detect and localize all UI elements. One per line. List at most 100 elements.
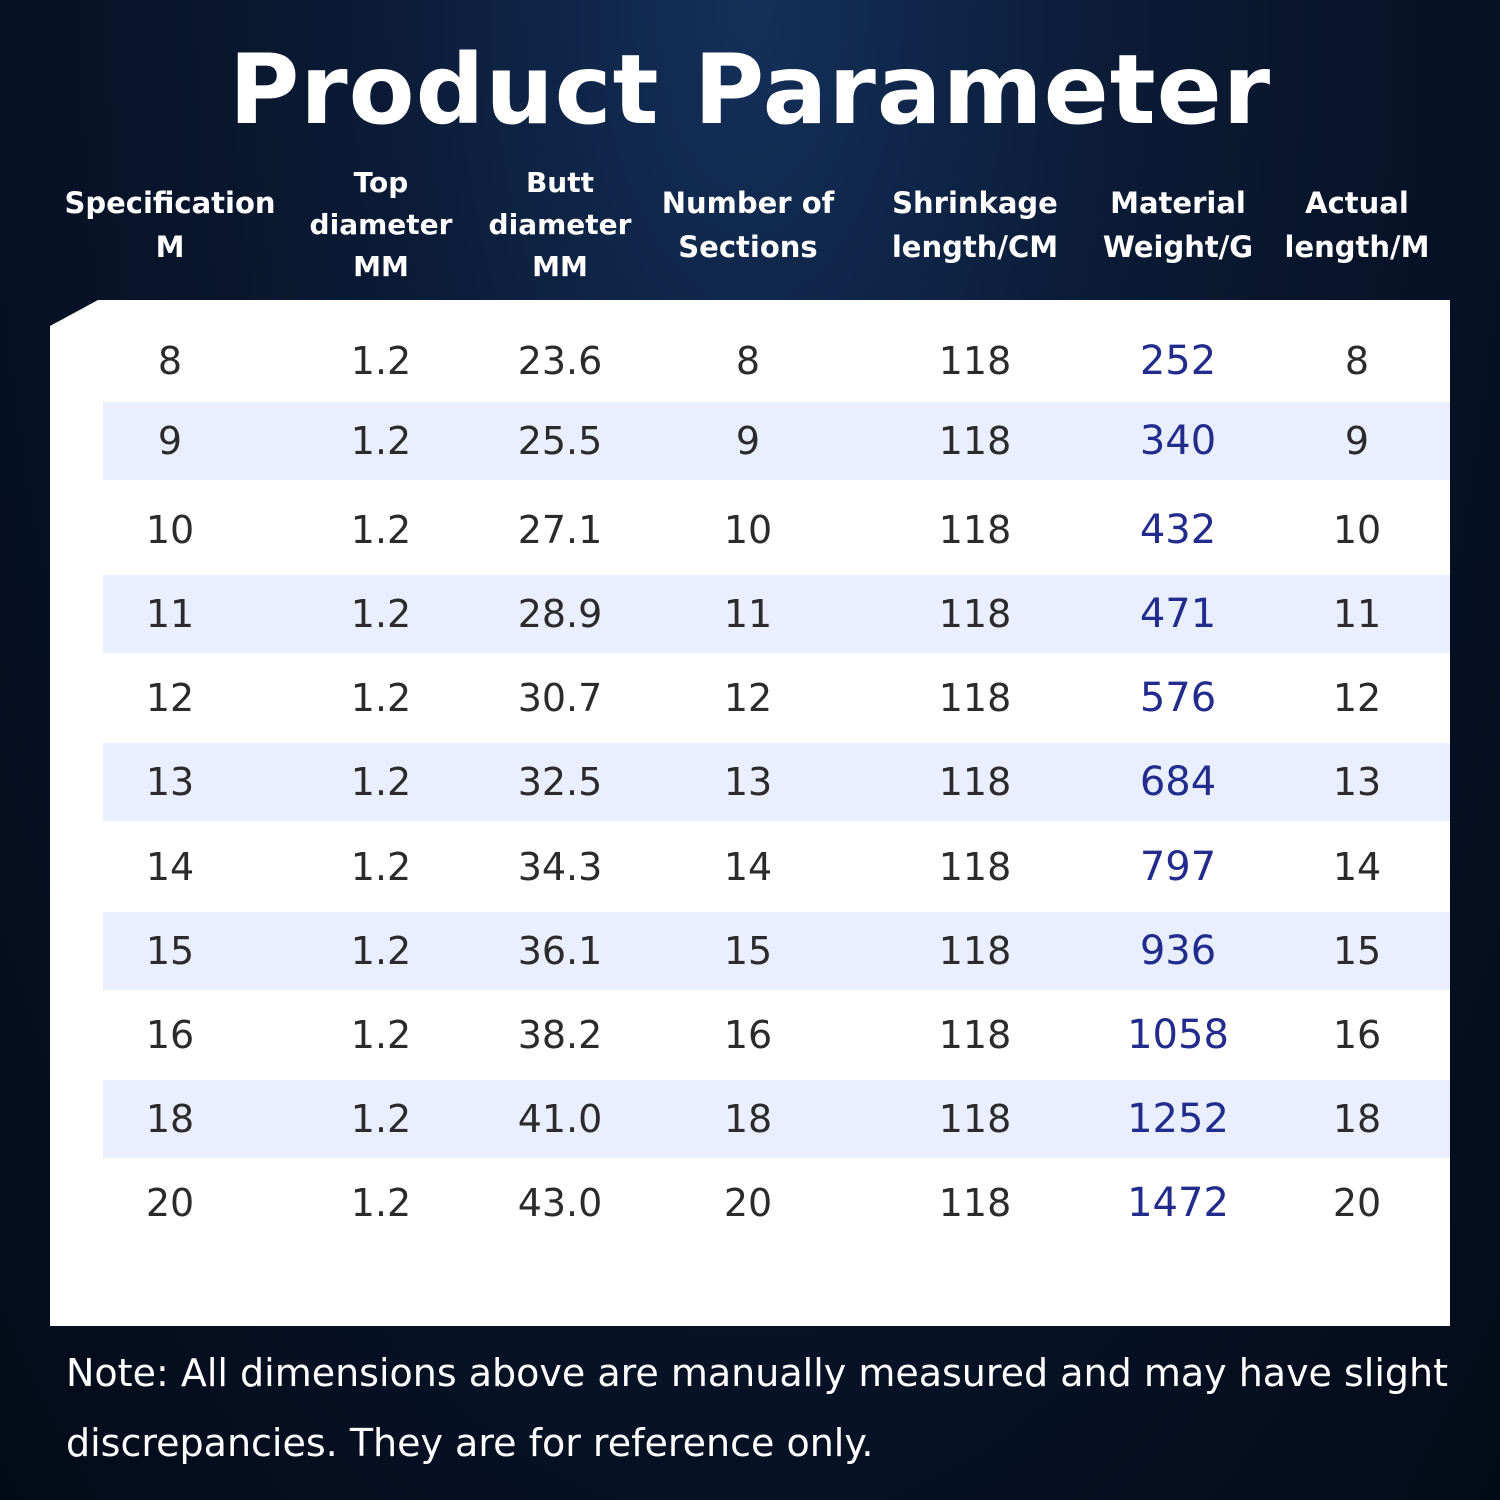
table-cell-butt: 23.6	[517, 339, 603, 383]
table-cell-butt: 34.3	[517, 845, 603, 889]
table-cell-actual: 13	[1332, 760, 1382, 804]
table-cell-shrink: 118	[938, 845, 1012, 889]
table-cell-spec: 13	[145, 760, 195, 804]
table-cell-weight: 340	[1139, 418, 1217, 464]
table-cell-top: 1.2	[350, 1097, 412, 1141]
table-cell-weight: 1252	[1127, 1096, 1229, 1142]
table-cell-spec: 20	[145, 1181, 195, 1225]
table-cell-sections: 11	[723, 592, 773, 636]
row-shade	[103, 912, 1450, 990]
table-cell-spec: 16	[145, 1013, 195, 1057]
table-cell-weight: 1058	[1127, 1012, 1229, 1058]
table-cell-top: 1.2	[350, 339, 412, 383]
table-cell-weight: 797	[1139, 844, 1217, 890]
table-row: 15 1.2 36.1 15 118 936 15	[50, 912, 1450, 990]
table-cell-spec: 18	[145, 1097, 195, 1141]
row-shade	[103, 402, 1450, 480]
table-cell-top: 1.2	[350, 676, 412, 720]
column-header-shrink: Shrinkage length/CM	[891, 186, 1059, 264]
column-header-sections: Number of Sections	[661, 186, 835, 264]
table-cell-shrink: 118	[938, 676, 1012, 720]
table-cell-actual: 12	[1332, 676, 1382, 720]
table-cell-top: 1.2	[350, 929, 412, 973]
table-cell-actual: 8	[1344, 339, 1370, 383]
table-cell-sections: 15	[723, 929, 773, 973]
parameter-table: 8 1.2 23.6 8 118 252 8 9 1.2 25.5 9 118 340 9 10 1.2 27.…	[50, 300, 1450, 1326]
table-cell-top: 1.2	[350, 508, 412, 552]
table-row: 12 1.2 30.7 12 118 576 12	[50, 659, 1450, 737]
column-header-butt: Butt diameter MM	[488, 166, 632, 283]
table-row: 14 1.2 34.3 14 118 797 14	[50, 828, 1450, 906]
table-cell-butt: 30.7	[517, 676, 603, 720]
table-cell-actual: 14	[1332, 845, 1382, 889]
table-cell-butt: 41.0	[517, 1097, 603, 1141]
table-cell-butt: 43.0	[517, 1181, 603, 1225]
table-cell-butt: 38.2	[517, 1013, 603, 1057]
column-header-spec: Specification M	[64, 186, 276, 264]
table-cell-top: 1.2	[350, 760, 412, 804]
table-cell-shrink: 118	[938, 592, 1012, 636]
table-cell-sections: 9	[735, 419, 761, 463]
table-cell-actual: 16	[1332, 1013, 1382, 1057]
table-cell-shrink: 118	[938, 339, 1012, 383]
table-cell-shrink: 118	[938, 1181, 1012, 1225]
table-cell-shrink: 118	[938, 1013, 1012, 1057]
table-row: 8 1.2 23.6 8 118 252 8	[50, 322, 1450, 400]
table-cell-butt: 36.1	[517, 929, 603, 973]
table-cell-actual: 9	[1344, 419, 1370, 463]
table-cell-weight: 684	[1139, 759, 1217, 805]
row-shade	[103, 1080, 1450, 1158]
table-row: 11 1.2 28.9 11 118 471 11	[50, 575, 1450, 653]
table-cell-top: 1.2	[350, 845, 412, 889]
table-cell-sections: 18	[723, 1097, 773, 1141]
table-cell-weight: 252	[1139, 338, 1217, 384]
table-cell-sections: 8	[735, 339, 761, 383]
table-row: 13 1.2 32.5 13 118 684 13	[50, 743, 1450, 821]
table-cell-actual: 20	[1332, 1181, 1382, 1225]
table-row: 16 1.2 38.2 16 118 1058 16	[50, 996, 1450, 1074]
table-cell-shrink: 118	[938, 760, 1012, 804]
table-cell-shrink: 118	[938, 419, 1012, 463]
table-cell-shrink: 118	[938, 929, 1012, 973]
table-cell-top: 1.2	[350, 419, 412, 463]
table-cell-spec: 11	[145, 592, 195, 636]
column-header-weight: Material Weight/G	[1102, 186, 1254, 264]
table-row: 10 1.2 27.1 10 118 432 10	[50, 491, 1450, 569]
table-cell-actual: 11	[1332, 592, 1382, 636]
table-cell-sections: 12	[723, 676, 773, 720]
page-title: Product Parameter	[228, 34, 1272, 146]
table-cell-spec: 15	[145, 929, 195, 973]
table-cell-actual: 18	[1332, 1097, 1382, 1141]
row-shade	[103, 575, 1450, 653]
table-cell-actual: 10	[1332, 508, 1382, 552]
table-cell-shrink: 118	[938, 1097, 1012, 1141]
table-row: 9 1.2 25.5 9 118 340 9	[50, 402, 1450, 480]
table-cell-sections: 10	[723, 508, 773, 552]
table-cell-weight: 471	[1139, 591, 1217, 637]
table-cell-top: 1.2	[350, 1181, 412, 1225]
table-cell-weight: 936	[1139, 928, 1217, 974]
table-cell-actual: 15	[1332, 929, 1382, 973]
table-cell-spec: 10	[145, 508, 195, 552]
column-header-top: Top diameter MM	[309, 166, 453, 283]
footnote: Note: All dimensions above are manually …	[66, 1351, 1449, 1465]
table-cell-weight: 1472	[1127, 1180, 1229, 1226]
column-header-actual: Actual length/M	[1284, 186, 1430, 264]
row-shade	[103, 743, 1450, 821]
table-cell-butt: 28.9	[517, 592, 603, 636]
table-cell-spec: 8	[157, 339, 183, 383]
table-cell-spec: 9	[157, 419, 183, 463]
table-cell-weight: 432	[1139, 507, 1217, 553]
table-cell-shrink: 118	[938, 508, 1012, 552]
table-cell-butt: 25.5	[517, 419, 603, 463]
table-row: 18 1.2 41.0 18 118 1252 18	[50, 1080, 1450, 1158]
table-cell-butt: 32.5	[517, 760, 603, 804]
table-cell-spec: 12	[145, 676, 195, 720]
table-cell-spec: 14	[145, 845, 195, 889]
table-cell-weight: 576	[1139, 675, 1217, 721]
table-cell-sections: 13	[723, 760, 773, 804]
table-cell-sections: 14	[723, 845, 773, 889]
table-row: 20 1.2 43.0 20 118 1472 20	[50, 1164, 1450, 1242]
table-cell-top: 1.2	[350, 1013, 412, 1057]
table-header: Specification M Top diameter MM Butt diame…	[0, 160, 1500, 290]
